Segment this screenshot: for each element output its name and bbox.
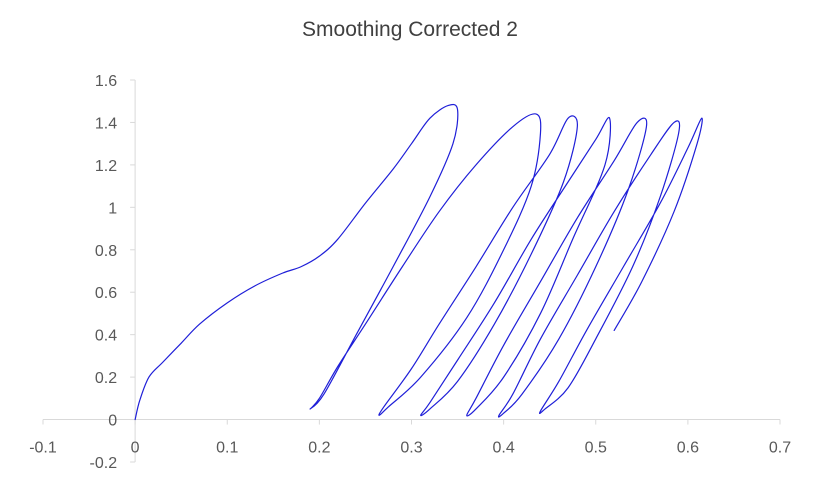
y-tick-label: 0.6 bbox=[95, 285, 117, 302]
x-tick-label: 0.7 bbox=[769, 440, 791, 457]
x-tick-label: 0.4 bbox=[493, 440, 515, 457]
x-tick-label: 0.5 bbox=[585, 440, 607, 457]
series-line bbox=[134, 103, 703, 421]
chart-title: Smoothing Corrected 2 bbox=[302, 18, 518, 41]
x-tick-label: -0.1 bbox=[29, 440, 57, 457]
y-tick-label: 1.2 bbox=[95, 158, 117, 175]
y-tick-label: 0.8 bbox=[95, 243, 117, 260]
y-tick-label: 1 bbox=[108, 200, 117, 217]
x-tick-label: 0.1 bbox=[216, 440, 238, 457]
axes bbox=[42, 79, 781, 463]
x-tick-label: 0 bbox=[131, 440, 140, 457]
x-tick-label: 0.3 bbox=[400, 440, 422, 457]
plot-area bbox=[134, 103, 703, 421]
y-tick-label: 1.6 bbox=[95, 73, 117, 90]
y-tick-label: 0.4 bbox=[95, 328, 117, 345]
y-tick-label: 0 bbox=[108, 413, 117, 430]
y-tick-label: -0.2 bbox=[90, 455, 118, 472]
x-tick-label: 0.6 bbox=[677, 440, 699, 457]
y-tick-label: 1.4 bbox=[95, 115, 117, 132]
y-tick-labels: 1.6 1.4 1.2 1 0.8 0.6 0.4 0.2 0 -0.2 bbox=[90, 73, 118, 472]
y-tick-label: 0.2 bbox=[95, 370, 117, 387]
x-tick-label: 0.2 bbox=[308, 440, 330, 457]
x-tick-labels: -0.1 0 0.1 0.2 0.3 0.4 0.5 0.6 0.7 bbox=[29, 440, 791, 457]
